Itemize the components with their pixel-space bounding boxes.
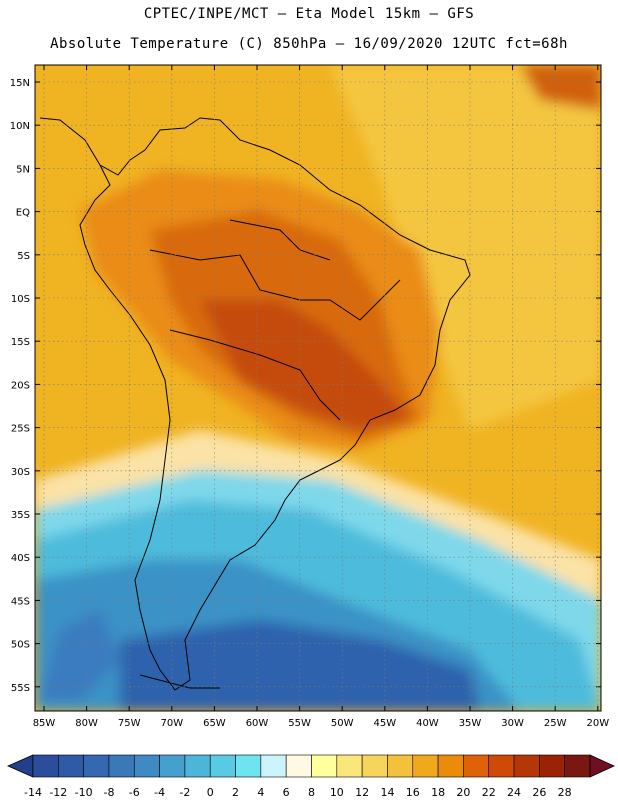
lat-label: 45S [11, 596, 30, 607]
colorbar-label: 16 [406, 786, 420, 799]
lat-label: 20S [11, 380, 30, 391]
lat-label: 5S [17, 251, 30, 262]
colorbar-swatch [260, 754, 287, 778]
colorbar-swatch [58, 754, 84, 778]
colorbar-low-arrow [7, 754, 34, 778]
lon-label: 50W [331, 718, 354, 729]
colorbar-label: -4 [154, 786, 165, 799]
lon-label: 60W [246, 718, 269, 729]
colorbar-label: -14 [24, 786, 42, 799]
colorbar-label: 20 [456, 786, 470, 799]
lat-label: 30S [11, 467, 30, 478]
colorbar-swatch [83, 754, 110, 778]
lon-label: 30W [501, 718, 524, 729]
colorbar-swatch [463, 754, 490, 778]
colorbar-label: -12 [49, 786, 67, 799]
colorbar-label: 18 [431, 786, 445, 799]
colorbar-swatch [437, 754, 464, 778]
lat-label: 40S [11, 553, 30, 564]
lon-label: 20W [586, 718, 609, 729]
colorbar-label: -6 [129, 786, 140, 799]
lon-label: 85W [33, 718, 56, 729]
lat-label: 15S [11, 337, 30, 348]
colorbar-label: 0 [207, 786, 214, 799]
temperature-field [35, 65, 601, 711]
colorbar-label: 12 [355, 786, 369, 799]
colorbar: -14 -12 -10 -8 -6 -4 -2 0 2 4 6 8 10 12 14 16 18 20 22 24 26… [7, 754, 615, 799]
colorbar-label: 24 [507, 786, 521, 799]
colorbar-swatch [285, 754, 312, 778]
lon-label: 75W [118, 718, 141, 729]
lon-label: 70W [160, 718, 183, 729]
colorbar-swatch [488, 754, 515, 778]
lat-label: 50S [11, 640, 30, 651]
lon-label: 45W [373, 718, 396, 729]
colorbar-label: 6 [283, 786, 290, 799]
colorbar-swatch [235, 754, 262, 778]
colorbar-label: -10 [75, 786, 93, 799]
lon-label: 25W [544, 718, 567, 729]
colorbar-swatch [159, 754, 186, 778]
lat-label: EQ [16, 208, 30, 219]
lat-label: 15N [10, 78, 30, 89]
colorbar-label: 2 [232, 786, 239, 799]
latitude-labels: 15N 10N 5N EQ 5S 10S 15S 20S 25S 30S 35S 40S 45S 50S 5… [10, 78, 30, 694]
colorbar-label: 4 [257, 786, 264, 799]
colorbar-swatch [108, 754, 135, 778]
lon-label: 65W [203, 718, 226, 729]
title-field: Absolute Temperature (C) 850hPa – 16/09/… [50, 36, 568, 52]
lat-label: 55S [11, 683, 30, 694]
colorbar-label: 26 [532, 786, 546, 799]
lat-label: 10S [11, 294, 30, 305]
colorbar-label: 22 [482, 786, 496, 799]
colorbar-swatch [361, 754, 388, 778]
title-model: CPTEC/INPE/MCT – Eta Model 15km – GFS [143, 6, 475, 22]
colorbar-swatch [32, 754, 59, 778]
colorbar-label: -8 [103, 786, 114, 799]
colorbar-label: 10 [330, 786, 344, 799]
colorbar-label: 14 [380, 786, 394, 799]
map-frame [34, 64, 602, 712]
longitude-labels: 85W 80W 75W 70W 65W 60W 55W 50W 45W 40W 35W 30W 25W 2… [33, 718, 610, 729]
colorbar-high-arrow [589, 754, 615, 778]
colorbar-label: -2 [179, 786, 190, 799]
graticule [35, 65, 601, 711]
lon-label: 80W [75, 718, 98, 729]
lon-label: 35W [459, 718, 482, 729]
colorbar-swatch [412, 754, 439, 778]
colorbar-label: 8 [308, 786, 315, 799]
colorbar-swatch [564, 754, 591, 778]
colorbar-swatch [209, 754, 236, 778]
colorbar-swatch [539, 754, 565, 778]
colorbar-swatch [133, 754, 160, 778]
colorbar-swatch [311, 754, 338, 778]
lat-label: 5N [16, 164, 30, 175]
colorbar-swatch [336, 754, 363, 778]
lon-label: 55W [288, 718, 311, 729]
lat-label: 10N [10, 121, 30, 132]
colorbar-swatch [387, 754, 414, 778]
colorbar-label: 28 [558, 786, 572, 799]
colorbar-swatch [513, 754, 540, 778]
colorbar-swatch [184, 754, 211, 778]
lon-label: 40W [416, 718, 439, 729]
lat-label: 25S [11, 424, 30, 435]
lat-label: 35S [11, 510, 30, 521]
